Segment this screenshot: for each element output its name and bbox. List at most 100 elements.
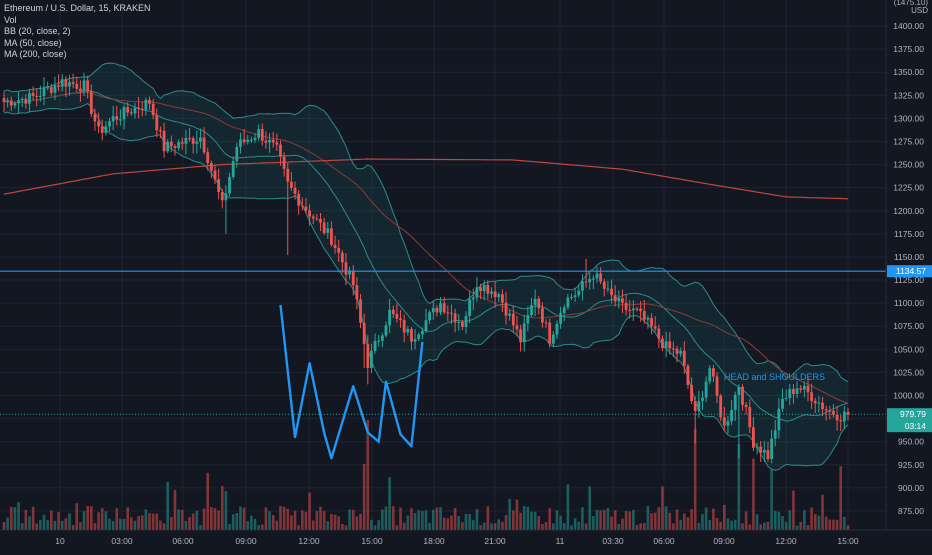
candle-body[interactable] — [184, 137, 188, 144]
candle-body[interactable] — [566, 297, 570, 308]
candle-body[interactable] — [661, 338, 664, 349]
candle-body[interactable] — [748, 407, 752, 428]
candle-body[interactable] — [199, 137, 202, 142]
candle-body[interactable] — [115, 116, 119, 120]
candle-body[interactable] — [533, 298, 537, 306]
candle-body[interactable] — [340, 252, 344, 263]
candle-body[interactable] — [68, 82, 71, 87]
candle-body[interactable] — [348, 270, 352, 275]
candle-body[interactable] — [679, 350, 683, 354]
candle-body[interactable] — [813, 400, 817, 404]
candle-body[interactable] — [330, 228, 333, 245]
candle-body[interactable] — [57, 85, 60, 87]
candle-body[interactable] — [224, 193, 228, 201]
candle-body[interactable] — [31, 92, 35, 96]
candle-body[interactable] — [468, 299, 472, 316]
candle-body[interactable] — [151, 103, 155, 116]
candle-body[interactable] — [402, 320, 406, 333]
candle-body[interactable] — [53, 85, 57, 93]
candle-body[interactable] — [541, 308, 544, 323]
candle-body[interactable] — [653, 326, 657, 329]
candle-body[interactable] — [570, 296, 573, 298]
pattern-label[interactable]: HEAD and SHOULDERS — [724, 372, 825, 382]
candle-body[interactable] — [253, 137, 257, 140]
candle-body[interactable] — [89, 91, 93, 115]
candle-body[interactable] — [46, 87, 50, 89]
candle-body[interactable] — [362, 322, 366, 344]
candle-body[interactable] — [289, 181, 293, 188]
candle-body[interactable] — [450, 312, 453, 314]
candle-body[interactable] — [599, 273, 603, 282]
candle-body[interactable] — [621, 298, 624, 303]
candle-body[interactable] — [275, 142, 279, 145]
candle-body[interactable] — [293, 187, 297, 194]
candle-body[interactable] — [366, 343, 370, 369]
candle-body[interactable] — [526, 315, 530, 324]
drawings[interactable]: HEAD and SHOULDERS — [0, 270, 886, 460]
candle-body[interactable] — [264, 140, 268, 143]
candle-body[interactable] — [675, 348, 679, 354]
candle-body[interactable] — [373, 341, 377, 351]
candle-body[interactable] — [682, 350, 686, 366]
candle-body[interactable] — [759, 446, 763, 453]
candle-body[interactable] — [497, 294, 501, 298]
candle-body[interactable] — [78, 88, 82, 92]
candle-body[interactable] — [693, 401, 697, 411]
candle-body[interactable] — [35, 95, 39, 97]
candle-body[interactable] — [752, 427, 755, 448]
candle-body[interactable] — [137, 107, 141, 109]
candle-body[interactable] — [741, 386, 744, 405]
candle-body[interactable] — [650, 317, 653, 327]
candle-body[interactable] — [359, 299, 362, 323]
candle-body[interactable] — [504, 302, 508, 316]
candle-body[interactable] — [209, 163, 213, 171]
candle-body[interactable] — [271, 139, 275, 143]
candle-body[interactable] — [13, 103, 17, 106]
candle-body[interactable] — [642, 310, 646, 320]
candle-body[interactable] — [304, 206, 308, 211]
candle-body[interactable] — [588, 278, 592, 282]
candle-body[interactable] — [715, 376, 719, 396]
candle-body[interactable] — [795, 388, 799, 394]
candle-body[interactable] — [228, 176, 231, 194]
candle-body[interactable] — [490, 291, 493, 294]
candle-body[interactable] — [417, 334, 421, 340]
hline-price-tag[interactable] — [887, 265, 932, 278]
candle-body[interactable] — [773, 430, 777, 439]
candle-body[interactable] — [217, 179, 221, 193]
candle-body[interactable] — [617, 298, 621, 302]
candle-body[interactable] — [460, 321, 464, 327]
candle-body[interactable] — [810, 392, 814, 401]
candle-body[interactable] — [166, 141, 170, 152]
candle-body[interactable] — [249, 139, 253, 141]
candle-body[interactable] — [104, 126, 108, 133]
candle-body[interactable] — [231, 161, 235, 177]
symbol-title[interactable]: Ethereum / U.S. Dollar, 15, KRAKEN — [4, 3, 151, 13]
candle-body[interactable] — [591, 278, 595, 280]
candle-body[interactable] — [839, 420, 843, 422]
candle-body[interactable] — [548, 322, 552, 344]
candle-body[interactable] — [628, 310, 632, 312]
candle-body[interactable] — [370, 350, 373, 369]
candle-body[interactable] — [28, 92, 31, 104]
candle-body[interactable] — [606, 288, 610, 290]
candle-body[interactable] — [704, 381, 708, 398]
candle-body[interactable] — [530, 305, 533, 316]
candle-body[interactable] — [821, 402, 824, 410]
candle-body[interactable] — [613, 295, 617, 302]
candle-body[interactable] — [708, 368, 712, 382]
candle-body[interactable] — [308, 210, 311, 217]
candle-body[interactable] — [479, 287, 482, 292]
candle-body[interactable] — [701, 397, 704, 401]
candle-body[interactable] — [133, 107, 137, 114]
candle-body[interactable] — [762, 450, 766, 453]
candle-body[interactable] — [86, 80, 90, 92]
candle-body[interactable] — [475, 287, 479, 298]
candle-body[interactable] — [351, 270, 355, 286]
candle-body[interactable] — [770, 438, 774, 460]
candle-body[interactable] — [159, 130, 162, 132]
candle-body[interactable] — [737, 386, 741, 395]
candle-body[interactable] — [733, 394, 737, 411]
candle-body[interactable] — [635, 308, 639, 310]
candle-body[interactable] — [842, 411, 846, 422]
